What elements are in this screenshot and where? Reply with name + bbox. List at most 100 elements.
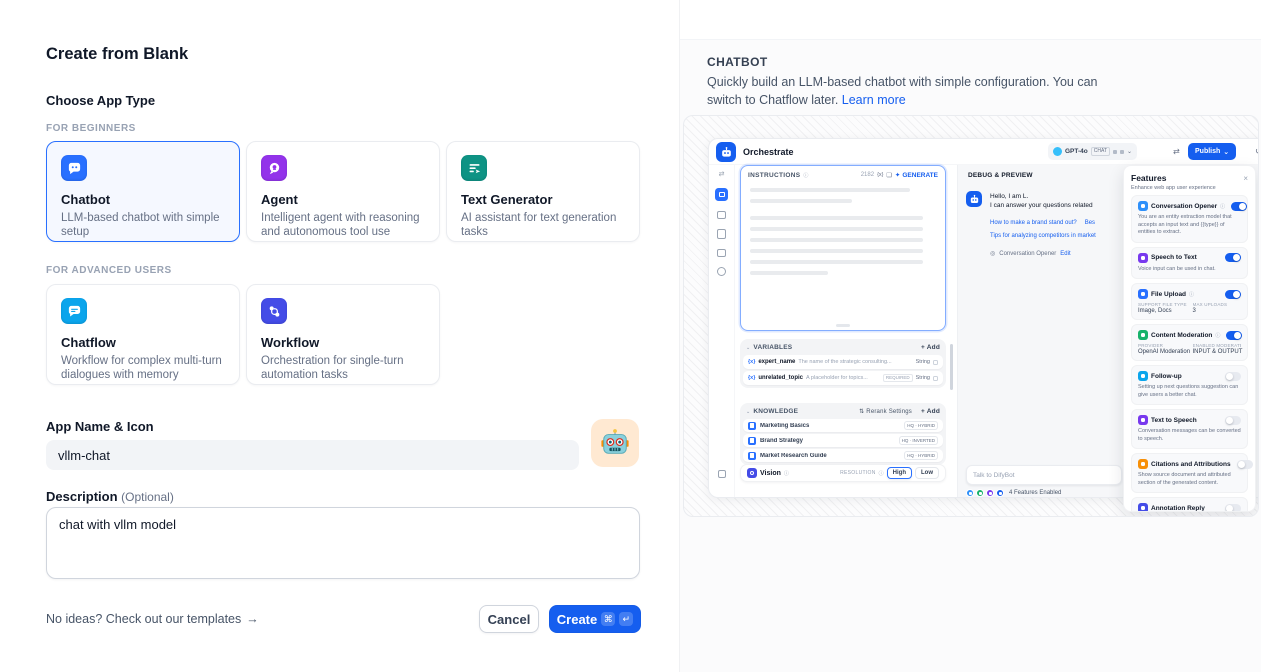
opener-mark-icon: ◎ — [990, 251, 996, 257]
chevron-down-icon[interactable]: ⌄ — [746, 408, 751, 415]
feature-description: Voice input can be used in chat. — [1138, 265, 1216, 272]
document-icon — [748, 436, 756, 445]
create-button[interactable]: Create ⌘ ↵ — [549, 605, 641, 633]
publish-button[interactable]: Publish ⌄ — [1188, 143, 1237, 160]
skeleton-line — [750, 260, 923, 264]
templates-link[interactable]: No ideas? Check out our templates → — [46, 612, 259, 626]
instructions-panel: INSTRUCTIONS ⓘ 2182 {x} ❏ ✦ GENERATE — [740, 165, 946, 331]
feature-toggle[interactable] — [1226, 330, 1243, 340]
vision-label: Vision — [760, 469, 781, 477]
instructions-skeleton — [741, 182, 945, 275]
app-name-input[interactable] — [46, 440, 579, 470]
feature-name: Follow-up — [1151, 372, 1182, 380]
generate-button[interactable]: ✦ GENERATE — [894, 171, 938, 180]
chevron-down-icon: ⌄ — [1223, 148, 1230, 156]
suggested-question-link[interactable]: How to make a brand stand out? — [990, 220, 1077, 226]
info-icon: ⓘ — [1215, 332, 1221, 339]
sidebar-item-icon[interactable] — [717, 267, 726, 276]
feature-toggle[interactable] — [1231, 201, 1248, 211]
agent-icon — [261, 155, 287, 181]
feature-toggle[interactable] — [1236, 459, 1253, 469]
model-mode-badge: CHAT — [1090, 147, 1111, 156]
variable-name: unrelated_topic — [758, 375, 804, 381]
sidebar-bottom-icon[interactable] — [718, 470, 726, 478]
variable-type: String — [915, 375, 930, 381]
skeleton-line — [750, 271, 829, 275]
app-type-preview-panel: CHATBOT Quickly build an LLM-based chatb… — [679, 0, 1261, 672]
feature-toggle[interactable] — [1225, 289, 1241, 299]
feature-toggle[interactable] — [1225, 253, 1241, 262]
app-type-card-workflow[interactable]: Workflow Orchestration for single-turn a… — [246, 284, 440, 385]
suggested-question-link[interactable]: Tips for analyzing competitors in market — [990, 233, 1096, 239]
feature-toggle[interactable] — [1225, 503, 1241, 511]
right-panel-topbar — [680, 0, 1261, 40]
app-type-name: Agent — [261, 192, 298, 207]
knowledge-row[interactable]: Marketing Basics HQ · HYBRID — [743, 419, 943, 432]
sidebar-item-icon[interactable] — [717, 229, 726, 239]
feature-name: Text to Speech — [1151, 416, 1197, 424]
feature-card: Speech to Text Voice input can be used i… — [1131, 246, 1248, 279]
variable-options-icon[interactable] — [933, 375, 938, 381]
preview-app-title: Orchestrate — [743, 147, 794, 157]
sidebar-item-icon[interactable] — [717, 211, 726, 219]
variable-options-icon[interactable] — [933, 359, 938, 365]
collapse-icon[interactable]: ⇄ — [718, 171, 725, 178]
variable-icon: {x} — [748, 375, 756, 381]
app-name-label: App Name & Icon — [46, 419, 154, 434]
copy-icon[interactable]: ❏ — [886, 172, 892, 179]
resolution-low-button[interactable]: Low — [915, 467, 939, 479]
history-icon[interactable]: ↺ — [1255, 146, 1258, 157]
app-icon-picker[interactable] — [591, 419, 639, 467]
add-knowledge-button[interactable]: + Add — [920, 408, 940, 415]
app-type-card-agent[interactable]: Agent Intelligent agent with reasoning a… — [246, 141, 440, 242]
sidebar-item-icon[interactable] — [717, 249, 726, 257]
knowledge-row[interactable]: Market Research Guide HQ · HYBRID — [743, 449, 943, 462]
variable-row[interactable]: {x} unrelated_topic A placeholder for to… — [743, 371, 943, 385]
suggested-question-link[interactable]: Bes — [1084, 220, 1096, 226]
feature-chip-icon — [986, 489, 994, 497]
feature-card: Annotation Reply — [1131, 497, 1248, 512]
preview-card: Orchestrate GPT-4o CHAT ⌄ ⇄ Publish ⌄ ↺ … — [683, 115, 1259, 517]
description-textarea[interactable]: chat with vllm model — [46, 507, 640, 579]
chevron-down-icon: ⌄ — [1127, 149, 1133, 155]
chevron-down-icon[interactable]: ⌄ — [746, 344, 751, 351]
model-settings-icon[interactable]: ⇄ — [1173, 147, 1180, 156]
resize-handle[interactable] — [836, 324, 850, 327]
required-badge: REQUIRED — [882, 373, 913, 383]
feature-name: Annotation Reply — [1151, 504, 1205, 512]
chat-input[interactable]: Talk to DifyBot — [966, 465, 1122, 485]
knowledge-row[interactable]: Brand Strategy HQ · INVERTED — [743, 434, 943, 447]
variable-row[interactable]: {x} expert_name The name of the strategi… — [743, 355, 943, 369]
info-icon: ⓘ — [1189, 291, 1195, 298]
vision-icon — [747, 468, 757, 478]
cancel-button[interactable]: Cancel — [479, 605, 539, 633]
knowledge-name: Market Research Guide — [760, 452, 827, 459]
app-type-desc: Workflow for complex multi-turn dialogue… — [61, 355, 222, 381]
skeleton-line — [750, 238, 923, 242]
feature-toggle[interactable] — [1225, 371, 1241, 381]
app-type-card-chatbot[interactable]: Chatbot LLM-based chatbot with simple se… — [46, 141, 240, 242]
edit-opener-link[interactable]: Edit — [1060, 250, 1071, 257]
resolution-high-button[interactable]: High — [886, 467, 912, 479]
text-generator-icon — [461, 155, 487, 181]
variable-description: A placeholder for topics... — [806, 375, 868, 381]
sidebar-item-orchestrate[interactable] — [715, 188, 728, 201]
add-variable-button[interactable]: + Add — [920, 344, 940, 351]
info-icon: ⓘ — [1220, 203, 1226, 210]
app-type-card-text-generator[interactable]: Text Generator AI assistant for text gen… — [446, 141, 640, 242]
rerank-settings-button[interactable]: ⇅ Rerank Settings — [859, 409, 912, 415]
feature-icon — [1138, 371, 1148, 381]
app-type-name: Workflow — [261, 335, 320, 350]
skeleton-line — [750, 199, 853, 203]
feature-name: Speech to Text — [1151, 254, 1197, 261]
close-icon[interactable]: × — [1243, 173, 1248, 183]
scrollbar-thumb[interactable] — [950, 344, 953, 390]
model-selector[interactable]: GPT-4o CHAT ⌄ — [1048, 143, 1138, 160]
feature-card: Conversation Opener ⓘ You are an entity … — [1131, 195, 1248, 243]
learn-more-link[interactable]: Learn more — [841, 93, 906, 107]
knowledge-label: KNOWLEDGE — [753, 408, 799, 415]
feature-toggle[interactable] — [1225, 415, 1241, 425]
app-type-card-chatflow[interactable]: Chatflow Workflow for complex multi-turn… — [46, 284, 240, 385]
skeleton-line — [750, 216, 923, 220]
app-type-desc: LLM-based chatbot with simple setup — [61, 212, 220, 238]
